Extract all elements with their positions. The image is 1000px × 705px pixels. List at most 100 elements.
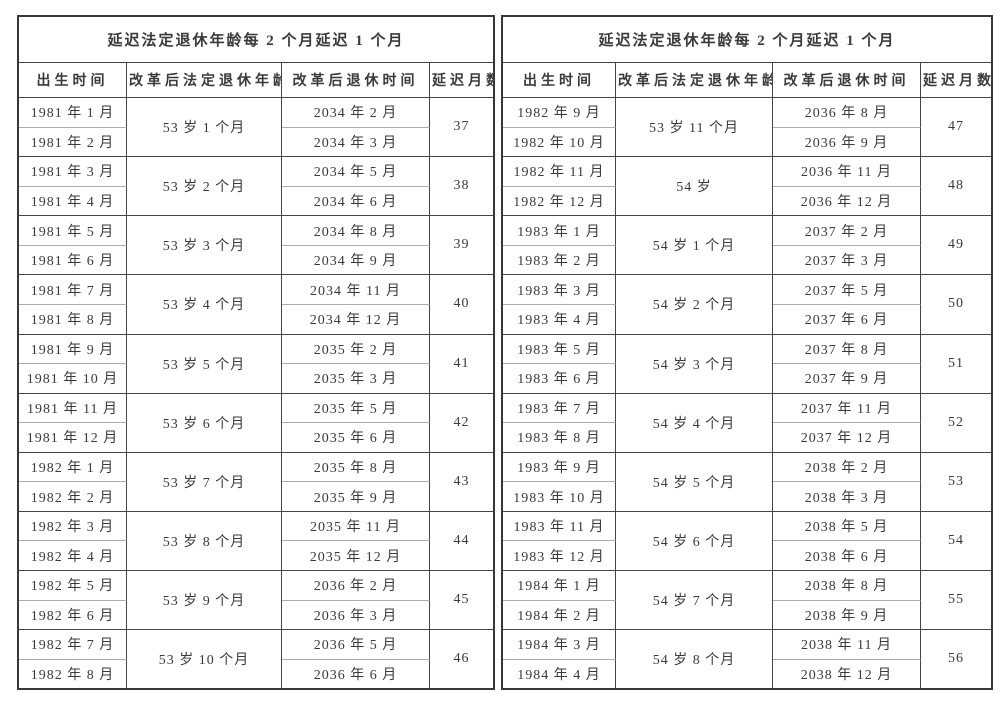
birth-cell: 1981 年 5 月	[19, 216, 127, 246]
retire-cell: 2034 年 6 月	[282, 186, 430, 217]
birth-cell: 1984 年 3 月	[503, 630, 617, 660]
table-title-row: 延迟法定退休年龄每 2 个月延迟 1 个月	[503, 17, 992, 63]
age-cell: 53 岁 3 个月	[127, 216, 282, 276]
retire-cell: 2035 年 12 月	[282, 541, 430, 571]
birth-cell: 1983 年 6 月	[503, 364, 617, 394]
retire-cell: 2037 年 12 月	[773, 423, 922, 453]
delay-cell: 45	[430, 571, 494, 631]
birth-cell: 1983 年 12 月	[503, 541, 617, 571]
birth-cell: 1982 年 5 月	[19, 571, 127, 601]
retire-cell: 2037 年 9 月	[773, 364, 922, 394]
table-body-left: 1981 年 1 月 53 岁 1 个月 2034 年 2 月 37 1981 年 2 …	[19, 98, 494, 688]
retire-cell: 2037 年 3 月	[773, 245, 922, 276]
retire-cell: 2038 年 5 月	[773, 511, 922, 542]
age-cell: 53 岁 1 个月	[127, 98, 282, 158]
table-row: 1983 年 4 月 2037 年 6 月	[503, 304, 991, 335]
table-row: 1984 年 2 月 2038 年 9 月	[503, 600, 991, 631]
delay-cell: 42	[430, 394, 494, 453]
retire-cell: 2036 年 9 月	[773, 127, 922, 158]
delay-cell: 39	[430, 216, 494, 276]
delay-cell: 49	[921, 216, 992, 276]
age-cell: 54 岁 4 个月	[616, 393, 774, 453]
retire-cell: 2034 年 5 月	[282, 157, 430, 187]
table-row: 1981 年 9 月 53 岁 5 个月 2035 年 2 月 41	[19, 334, 494, 394]
age-cell: 54 岁 1 个月	[616, 216, 774, 276]
retire-cell: 2035 年 8 月	[282, 452, 430, 483]
column-header-delay: 延迟月数	[430, 63, 494, 98]
table-row: 1981 年 4 月 2034 年 6 月	[19, 186, 493, 217]
table-body-right: 1982 年 9 月 53 岁 11 个月 2036 年 8 月 47 1982 年 1…	[503, 98, 992, 688]
table-row: 1983 年 3 月 54 岁 2 个月 2037 年 5 月 50	[503, 275, 992, 335]
table-row: 1984 年 3 月 54 岁 8 个月 2038 年 11 月 56	[503, 630, 991, 688]
table-row: 1981 年 10 月 2035 年 3 月	[19, 364, 493, 394]
retire-cell: 2037 年 6 月	[773, 304, 922, 335]
table-row: 1982 年 7 月 53 岁 10 个月 2036 年 5 月 46	[19, 630, 493, 688]
retire-cell: 2034 年 11 月	[282, 275, 430, 305]
table-row: 1981 年 1 月 53 岁 1 个月 2034 年 2 月 37	[19, 98, 494, 158]
birth-cell: 1983 年 8 月	[503, 423, 617, 453]
birth-cell: 1981 年 4 月	[19, 186, 127, 217]
retire-cell: 2037 年 8 月	[773, 334, 922, 365]
birth-cell: 1981 年 6 月	[19, 245, 127, 276]
table-row: 1981 年 2 月 2034 年 3 月	[19, 127, 493, 158]
retire-cell: 2038 年 12 月	[773, 659, 922, 688]
age-cell: 53 岁 2 个月	[127, 157, 282, 217]
delay-cell: 43	[430, 453, 494, 512]
column-header-birth: 出生时间	[503, 63, 617, 98]
retirement-table-right: 延迟法定退休年龄每 2 个月延迟 1 个月 出生时间 改革后法定退休年龄 改革后…	[501, 15, 994, 690]
birth-cell: 1981 年 7 月	[19, 275, 127, 305]
delay-cell: 55	[921, 571, 992, 631]
retire-cell: 2035 年 9 月	[282, 482, 430, 512]
table-row: 1981 年 3 月 53 岁 2 个月 2034 年 5 月 38	[19, 157, 494, 217]
delay-cell: 46	[453, 651, 470, 667]
birth-cell: 1981 年 9 月	[19, 334, 127, 365]
table-row: 1982 年 2 月 2035 年 9 月	[19, 482, 493, 512]
birth-cell: 1983 年 5 月	[503, 334, 617, 365]
birth-cell: 1982 年 7 月	[19, 630, 127, 660]
table-row: 1981 年 11 月 53 岁 6 个月 2035 年 5 月 42	[19, 393, 494, 453]
birth-cell: 1983 年 7 月	[503, 393, 617, 424]
retire-cell: 2037 年 2 月	[773, 216, 922, 246]
birth-cell: 1982 年 9 月	[503, 98, 617, 128]
birth-cell: 1982 年 11 月	[503, 157, 617, 187]
retire-cell: 2035 年 5 月	[282, 393, 430, 424]
table-row: 1981 年 8 月 2034 年 12 月	[19, 304, 493, 335]
retire-cell: 2035 年 2 月	[282, 334, 430, 365]
table-row: 1982 年 6 月 2036 年 3 月	[19, 600, 493, 631]
birth-cell: 1983 年 1 月	[503, 216, 617, 246]
birth-cell: 1981 年 12 月	[19, 423, 127, 453]
table-row: 1982 年 8 月 2036 年 6 月	[19, 659, 493, 688]
birth-cell: 1981 年 2 月	[19, 127, 127, 158]
age-cell: 53 岁 11 个月	[616, 98, 774, 158]
delay-cell: 54	[921, 512, 992, 571]
retire-cell: 2035 年 6 月	[282, 423, 430, 453]
table-row: 1983 年 5 月 54 岁 3 个月 2037 年 8 月 51	[503, 334, 992, 394]
age-cell: 53 岁 10 个月	[127, 630, 282, 688]
birth-cell: 1982 年 10 月	[503, 127, 617, 158]
retire-cell: 2037 年 11 月	[773, 393, 922, 424]
retire-cell: 2034 年 9 月	[282, 245, 430, 276]
delay-cell: 53	[921, 453, 992, 512]
table-row: 1982 年 5 月 53 岁 9 个月 2036 年 2 月 45	[19, 571, 494, 631]
retire-cell: 2034 年 8 月	[282, 216, 430, 246]
table-row: 1982 年 12 月 2036 年 12 月	[503, 186, 991, 217]
table-title: 延迟法定退休年龄每 2 个月延迟 1 个月	[19, 17, 494, 63]
retire-cell: 2036 年 5 月	[282, 630, 430, 660]
table-header-row: 出生时间 改革后法定退休年龄 改革后退休时间 延迟月数	[503, 63, 992, 98]
age-cell: 54 岁 3 个月	[616, 334, 774, 394]
retire-cell: 2036 年 8 月	[773, 98, 922, 128]
retire-cell: 2036 年 6 月	[282, 659, 430, 688]
birth-cell: 1982 年 3 月	[19, 511, 127, 542]
table-row: 1982 年 11 月 54 岁 2036 年 11 月 48	[503, 157, 992, 217]
table-row: 1983 年 2 月 2037 年 3 月	[503, 245, 991, 276]
table-row: 1983 年 6 月 2037 年 9 月	[503, 364, 991, 394]
table-row: 1983 年 12 月 2038 年 6 月	[503, 541, 991, 571]
table-row: 1981 年 5 月 53 岁 3 个月 2034 年 8 月 39	[19, 216, 494, 276]
age-cell: 53 岁 5 个月	[127, 334, 282, 394]
column-header-age: 改革后法定退休年龄	[616, 63, 774, 98]
retire-cell: 2037 年 5 月	[773, 275, 922, 305]
retire-cell: 2036 年 3 月	[282, 600, 430, 631]
age-cell: 54 岁 5 个月	[616, 452, 774, 512]
retire-cell: 2034 年 12 月	[282, 304, 430, 335]
table-row: 1984 年 4 月 2038 年 12 月	[503, 659, 991, 688]
